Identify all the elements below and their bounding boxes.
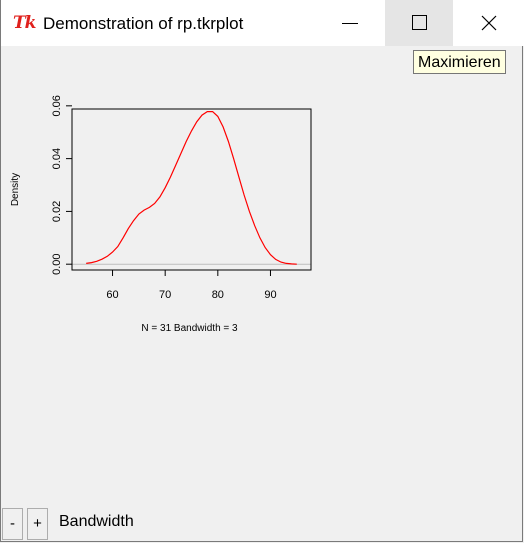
bandwidth-label: Bandwidth — [59, 513, 134, 530]
y-tick-label: 0.02 — [51, 201, 63, 222]
increase-bandwidth-button[interactable]: + — [27, 508, 48, 540]
y-tick-label: 0.06 — [51, 95, 63, 116]
title-bar[interactable]: Tk Demonstration of rp.tkrplot — [1, 0, 524, 46]
x-axis-label: N = 31 Bandwidth = 3 — [141, 323, 238, 334]
y-tick-label: 0.04 — [51, 148, 63, 169]
decrease-bandwidth-button[interactable]: - — [2, 508, 23, 540]
density-curve — [86, 111, 297, 265]
x-tick-label: 60 — [106, 289, 118, 301]
y-axis-label: Density — [10, 173, 21, 206]
x-tick-label: 70 — [159, 289, 171, 301]
minimize-button[interactable] — [316, 0, 384, 46]
x-tick-label: 80 — [212, 289, 224, 301]
plot-frame — [71, 108, 312, 271]
minimize-icon — [342, 23, 358, 24]
maximize-icon — [412, 15, 427, 30]
x-tick-label: 90 — [264, 289, 276, 301]
close-button[interactable] — [454, 0, 522, 46]
close-icon — [481, 15, 497, 31]
window-title: Demonstration of rp.tkrplot — [43, 14, 244, 33]
y-tick-label: 0.00 — [51, 253, 63, 274]
maximize-button[interactable] — [385, 0, 453, 46]
density-plot: 60 70 80 90 0.00 0.02 0.04 0.06 Density N = 31 Ba… — [10, 95, 312, 334]
maximize-tooltip: Maximieren — [413, 50, 506, 74]
tk-feather-logo-icon: Tk — [13, 13, 36, 33]
